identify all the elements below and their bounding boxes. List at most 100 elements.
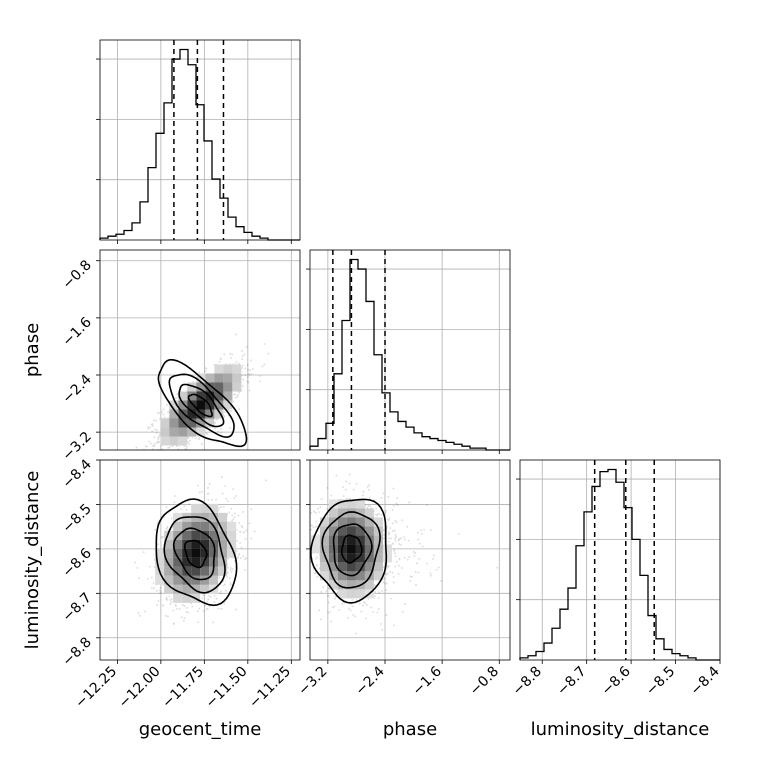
contour-line: [168, 373, 235, 438]
contour-line: [163, 516, 226, 594]
density-cell: [187, 400, 197, 410]
x-tick-label: −8.5: [643, 664, 678, 699]
density-cell: [173, 566, 183, 576]
density-cell: [355, 526, 365, 536]
density-cell: [346, 589, 356, 599]
density-cell: [223, 373, 233, 383]
density-cell: [164, 539, 174, 549]
density-cell: [382, 553, 392, 563]
density-cell: [232, 373, 242, 383]
y-tick-label: −2.4: [59, 371, 94, 406]
density-cell: [209, 512, 219, 522]
density-cell: [346, 535, 356, 545]
density-cell: [169, 436, 179, 446]
density-cell: [364, 562, 374, 572]
density-cell: [164, 530, 174, 540]
density-cell: [373, 517, 383, 527]
density-cell: [373, 571, 383, 581]
density-cell: [214, 382, 224, 392]
density-cell: [191, 584, 201, 594]
density-cell: [346, 517, 356, 527]
density-cell: [310, 535, 320, 545]
axes-frame: [309, 459, 511, 661]
density-cell: [310, 544, 320, 554]
x-tick-label: −8.6: [599, 663, 634, 698]
density-cell: [337, 517, 347, 527]
density-cell: [346, 580, 356, 590]
density-cell: [164, 575, 174, 585]
density-cell: [191, 548, 201, 558]
density-cell: [232, 364, 242, 374]
density-cell: [223, 400, 233, 410]
density-cell: [328, 508, 338, 518]
density-cell: [155, 548, 165, 558]
density-cell: [364, 544, 374, 554]
contour-line: [155, 498, 238, 607]
density-cell: [196, 391, 206, 401]
density-cell: [155, 557, 165, 567]
density-cell: [355, 544, 365, 554]
density-cell: [182, 530, 192, 540]
density-cell: [319, 526, 329, 536]
density-cell: [169, 400, 179, 410]
density-cell: [182, 521, 192, 531]
density-cell: [164, 557, 174, 567]
density-cell: [191, 557, 201, 567]
density-cell: [160, 427, 170, 437]
density-cell: [173, 539, 183, 549]
contour-line: [172, 527, 216, 581]
hist-panel-geocent_time: [96, 39, 301, 241]
density-cell: [173, 512, 183, 522]
density-cell: [364, 580, 374, 590]
density-cell: [355, 589, 365, 599]
density-cell: [173, 575, 183, 585]
density-cell: [209, 548, 219, 558]
density-cell: [200, 521, 210, 531]
density-cell: [200, 575, 210, 585]
density-cell: [218, 521, 228, 531]
density-cell: [346, 526, 356, 536]
density-cell: [328, 526, 338, 536]
x-tick-label: −12.25: [72, 664, 120, 712]
density-cell: [227, 521, 237, 531]
density-cell: [178, 436, 188, 446]
density-cell: [337, 526, 347, 536]
x-tick-label: −8.8: [510, 664, 545, 699]
contour-line: [178, 383, 225, 428]
density-cell: [187, 391, 197, 401]
density-cell: [209, 575, 219, 585]
density-cell: [164, 584, 174, 594]
density-cell: [319, 544, 329, 554]
density-cell: [328, 499, 338, 509]
y-tick-label: −3.2: [59, 429, 94, 464]
density-cell: [196, 418, 206, 428]
y-axis-label-phase: phase: [22, 323, 43, 377]
density-cell: [173, 593, 183, 603]
density-cell: [337, 508, 347, 518]
density-cell: [218, 539, 228, 549]
density-cell: [355, 517, 365, 527]
density-cell: [337, 589, 347, 599]
density-cell: [160, 436, 170, 446]
density-cell: [328, 571, 338, 581]
density-cell: [200, 530, 210, 540]
histogram-step: [309, 258, 510, 451]
density-cell: [196, 409, 206, 419]
density-cell: [373, 535, 383, 545]
density-cell: [346, 499, 356, 509]
density-cell: [191, 566, 201, 576]
density-cell: [200, 566, 210, 576]
density-cell: [328, 562, 338, 572]
y-tick-label: −8.4: [59, 456, 94, 491]
x-tick-label: −2.4: [352, 663, 387, 698]
density-cell: [178, 427, 188, 437]
density-cell: [382, 544, 392, 554]
density-cell: [319, 517, 329, 527]
y-tick-label: −8.5: [59, 501, 94, 536]
density-cell: [328, 580, 338, 590]
density-cell: [205, 382, 215, 392]
pair-plot-area: [134, 476, 267, 625]
density-cell: [337, 499, 347, 509]
density-cell: [191, 503, 201, 513]
x-tick-label: −8.7: [554, 664, 589, 699]
